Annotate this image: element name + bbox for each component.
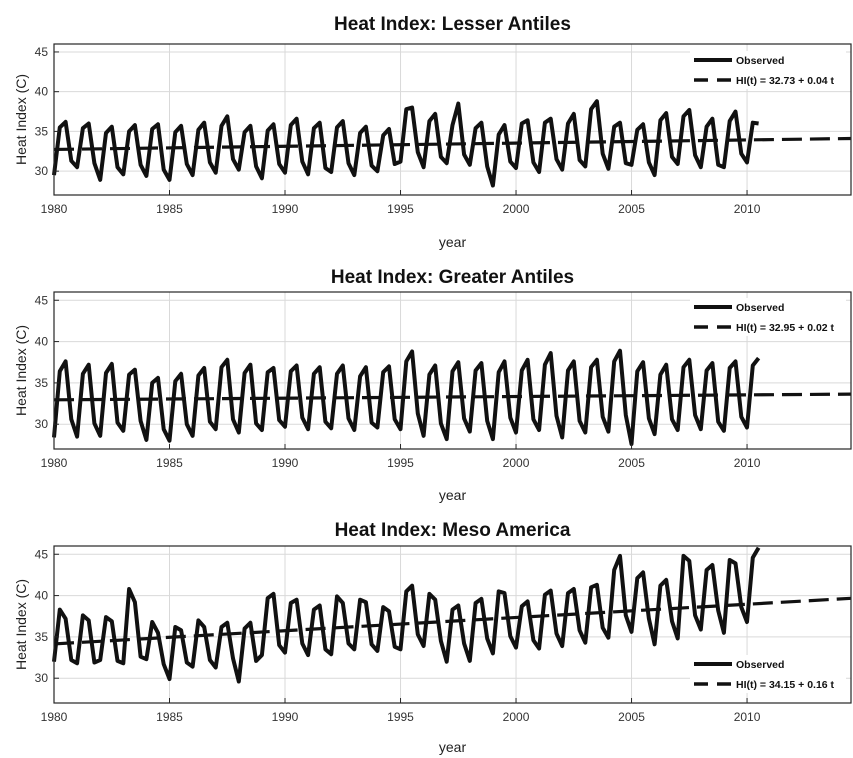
- observed-series-line: [52, 546, 761, 684]
- y-tick-label: 40: [35, 85, 49, 99]
- x-tick-label: 1990: [272, 710, 299, 724]
- legend-label: HI(t) = 32.73 + 0.04 t: [736, 75, 835, 87]
- legend: Observed HI(t) = 32.73 + 0.04 t: [690, 51, 846, 89]
- x-tick-label: 1980: [41, 710, 68, 724]
- x-tick-label: 2005: [618, 456, 645, 470]
- x-tick-label: 1990: [272, 202, 299, 216]
- x-tick-label: 1990: [272, 456, 299, 470]
- y-tick-label: 30: [35, 164, 49, 178]
- x-tick-label: 1985: [156, 456, 183, 470]
- trend-series-line: [53, 392, 852, 402]
- x-tick-label: 2005: [618, 710, 645, 724]
- y-tick-label: 30: [35, 671, 49, 685]
- chart-panel-2: Heat Index: Greater Antiles 1980 1985 1990 1…: [13, 267, 852, 503]
- x-tick-label: 2005: [618, 202, 645, 216]
- x-tick-label: 1995: [387, 710, 414, 724]
- legend-label: HI(t) = 34.15 + 0.16 t: [736, 679, 835, 691]
- y-tick-label: 45: [35, 45, 49, 59]
- x-tick-label: 1985: [156, 202, 183, 216]
- x-tick-label: 2010: [734, 710, 761, 724]
- plot-frame: [53, 291, 852, 450]
- plot-frame: [53, 545, 852, 704]
- chart-title: Heat Index: Meso America: [335, 520, 571, 541]
- y-axis-label: Heat Index (C): [13, 74, 29, 165]
- x-tick-label: 2000: [503, 456, 530, 470]
- y-axis-label: Heat Index (C): [13, 579, 29, 670]
- x-axis-label: year: [439, 739, 467, 755]
- y-tick-label: 45: [35, 293, 49, 307]
- x-tick-label: 1995: [387, 202, 414, 216]
- legend-label: HI(t) = 32.95 + 0.02 t: [736, 322, 835, 334]
- legend-label: Observed: [736, 302, 784, 314]
- x-tick-label: 1980: [41, 456, 68, 470]
- x-tick-label: 2010: [734, 202, 761, 216]
- chart-title: Heat Index: Greater Antiles: [331, 267, 574, 288]
- y-tick-label: 35: [35, 630, 49, 644]
- legend-background: [690, 298, 846, 336]
- trend-series-line: [53, 136, 852, 152]
- plot-frame: [53, 43, 852, 196]
- x-axis-label: year: [439, 234, 467, 250]
- legend-label: Observed: [736, 55, 784, 67]
- y-axis-label: Heat Index (C): [13, 325, 29, 416]
- y-tick-label: 40: [35, 589, 49, 603]
- chart-panel-3: Heat Index: Meso America 1980 1985 1990 1995…: [13, 520, 852, 755]
- legend-label: Observed: [736, 659, 784, 671]
- legend-background: [690, 655, 846, 693]
- y-tick-label: 45: [35, 547, 49, 561]
- x-tick-label: 1980: [41, 202, 68, 216]
- y-tick-label: 35: [35, 124, 49, 138]
- x-tick-label: 1995: [387, 456, 414, 470]
- x-tick-label: 1985: [156, 710, 183, 724]
- chart-title: Heat Index: Lesser Antiles: [334, 14, 571, 35]
- x-tick-label: 2010: [734, 456, 761, 470]
- chart-panel-1: Heat Index: Lesser Antiles 1980 1985 1990 19…: [13, 14, 852, 250]
- trend-series-line: [53, 596, 852, 646]
- observed-series-line: [52, 99, 759, 188]
- x-tick-label: 2000: [503, 710, 530, 724]
- y-tick-label: 40: [35, 335, 49, 349]
- legend: Observed HI(t) = 32.95 + 0.02 t: [690, 298, 846, 336]
- legend-background: [690, 51, 846, 89]
- y-tick-label: 30: [35, 417, 49, 431]
- x-axis-label: year: [439, 487, 467, 503]
- y-tick-label: 35: [35, 376, 49, 390]
- observed-series-line: [52, 348, 761, 446]
- x-tick-label: 2000: [503, 202, 530, 216]
- legend: Observed HI(t) = 34.15 + 0.16 t: [690, 655, 846, 693]
